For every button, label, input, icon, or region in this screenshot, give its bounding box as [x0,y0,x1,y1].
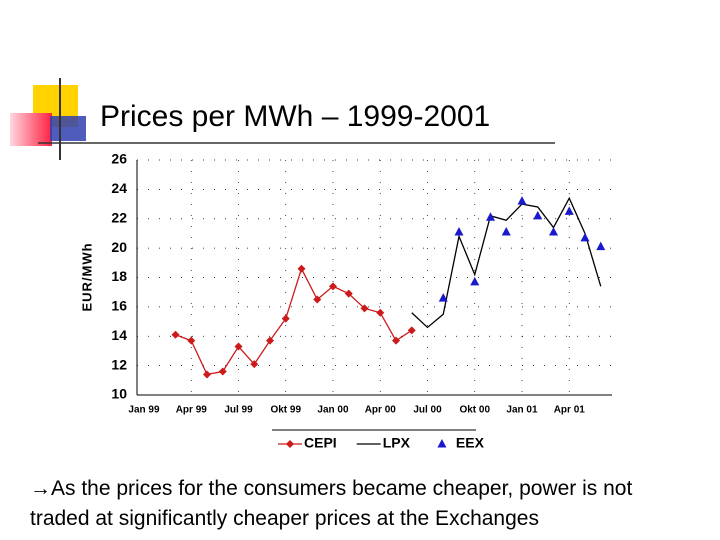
slide-note: →As the prices for the consumers became … [30,477,633,530]
legend-marker [286,440,294,448]
series-line [175,266,413,376]
y-tick-label: 12 [111,356,127,372]
point [234,342,243,351]
point [360,304,369,313]
y-tick-label: 18 [111,268,127,284]
point [218,367,227,376]
legend-marker [437,439,447,448]
point [517,196,527,205]
x-tick-label: Apr 01 [554,405,586,416]
point [486,212,495,221]
point [250,360,259,369]
point [313,295,322,304]
y-tick-label: 14 [111,327,127,343]
y-tick-label: 24 [111,180,127,196]
y-tick-label: 22 [111,209,127,225]
y-tick-label: 10 [111,386,127,402]
x-tick-label: Jan 00 [317,405,349,416]
deco-red [10,113,52,146]
y-tick-label: 20 [111,239,127,255]
x-tick-label: Jan 99 [128,405,160,416]
x-tick-label: Jul 99 [224,405,253,416]
point [297,264,306,273]
point [454,226,464,236]
y-tick-label: 16 [111,298,127,314]
point [564,206,574,215]
point [329,282,337,291]
point [438,293,448,302]
point [203,370,211,379]
point [187,336,196,345]
point [580,232,590,242]
x-tick-label: Jan 01 [506,405,538,416]
deco-blue [50,116,86,141]
point [344,289,353,298]
point [392,336,400,345]
x-tick-label: Apr 00 [365,405,397,416]
point [376,308,385,317]
legend-label: CEPI [304,435,337,451]
x-tick-label: Apr 99 [176,405,208,416]
x-tick-label: Okt 99 [270,405,301,416]
point [171,330,180,339]
series-line [411,196,602,329]
point [501,226,511,236]
point [596,241,606,251]
slide-title: Prices per MWh – 1999-2001 [100,100,490,133]
point [407,326,416,335]
x-tick-label: Okt 00 [459,405,490,416]
legend-label: EEX [456,435,485,451]
legend-label: LPX [383,435,411,451]
point [549,226,558,236]
point [266,336,274,345]
point [281,314,290,323]
y-tick-label: 26 [111,151,127,167]
y-axis-label: EUR/MWh [79,242,94,311]
x-tick-label: Jul 00 [413,405,442,416]
point [470,276,480,286]
point [533,210,543,220]
